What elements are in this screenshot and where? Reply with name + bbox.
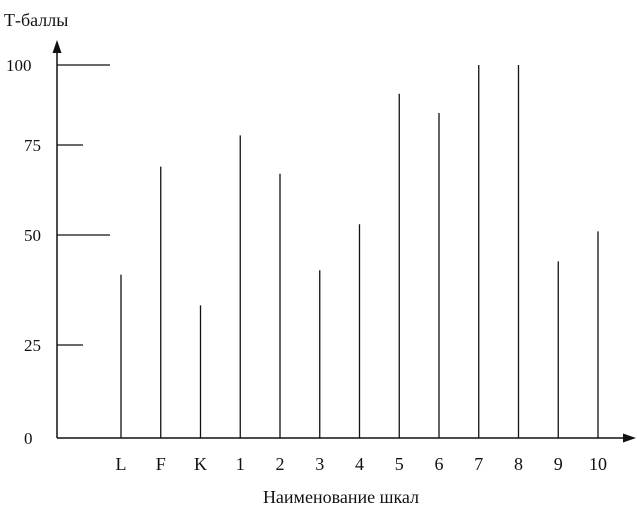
x-axis: Наименование шкал bbox=[57, 433, 636, 507]
x-axis-label: Наименование шкал bbox=[263, 487, 419, 507]
x-tick-label-7: 7 bbox=[474, 454, 483, 474]
y-tick-label-100: 100 bbox=[6, 56, 32, 75]
y-tick-marks bbox=[57, 64, 110, 346]
x-tick-label-K: K bbox=[194, 454, 207, 474]
y-tick-labels: 100 75 50 25 0 bbox=[6, 56, 41, 448]
x-tick-label-3: 3 bbox=[315, 454, 324, 474]
x-tick-label-5: 5 bbox=[395, 454, 404, 474]
x-tick-label-1: 1 bbox=[236, 454, 245, 474]
y-tick-label-50: 50 bbox=[24, 226, 41, 245]
x-tick-label-F: F bbox=[156, 454, 166, 474]
y-tick-label-25: 25 bbox=[24, 336, 41, 355]
x-tick-label-8: 8 bbox=[514, 454, 523, 474]
y-axis-arrow-icon bbox=[52, 40, 62, 53]
y-axis-label: Т-баллы bbox=[4, 10, 68, 30]
y-axis: Т-баллы bbox=[4, 10, 68, 438]
bar-series bbox=[120, 65, 599, 438]
x-tick-label-6: 6 bbox=[435, 454, 444, 474]
y-tick-label-0: 0 bbox=[24, 429, 33, 448]
x-tick-label-9: 9 bbox=[554, 454, 563, 474]
x-tick-label-10: 10 bbox=[589, 454, 607, 474]
x-tick-labels: L F K 1 2 3 4 5 6 7 8 9 10 bbox=[116, 454, 608, 474]
x-axis-arrow-icon bbox=[623, 433, 636, 443]
y-tick-label-75: 75 bbox=[24, 136, 41, 155]
x-tick-label-4: 4 bbox=[355, 454, 364, 474]
x-tick-label-2: 2 bbox=[276, 454, 285, 474]
x-tick-label-L: L bbox=[116, 454, 127, 474]
